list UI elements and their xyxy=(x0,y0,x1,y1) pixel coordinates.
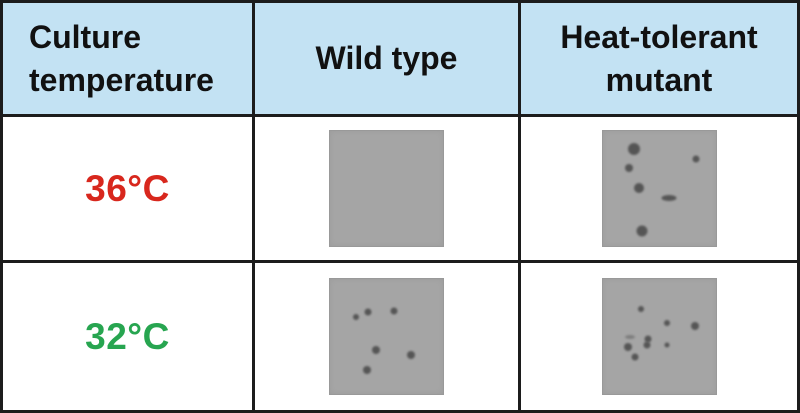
colony-spot xyxy=(633,183,644,193)
colony-spot xyxy=(692,155,699,163)
colony-spot xyxy=(643,341,650,349)
cell-temperature-32c: 32°C xyxy=(3,263,252,410)
colony-spot xyxy=(663,320,670,326)
cell-mutant-32c xyxy=(521,263,797,410)
colony-spot xyxy=(624,164,633,172)
colony-spot xyxy=(661,195,676,201)
colony-spot xyxy=(690,322,699,330)
colony-spot xyxy=(664,342,669,348)
plate-image-wild-type-32c xyxy=(329,278,444,395)
plate-image-mutant-32c xyxy=(601,278,717,395)
colony-spot xyxy=(363,366,371,374)
plate-image-mutant-36c xyxy=(601,130,717,247)
colony-spot xyxy=(623,343,632,351)
header-cell-culture-temperature: Culture temperature xyxy=(3,3,252,114)
colony-spot xyxy=(353,314,359,320)
colony-spot xyxy=(627,143,640,155)
cell-wild-36c xyxy=(255,117,518,260)
header-cell-heat-tolerant-mutant: Heat-tolerant mutant xyxy=(521,3,797,114)
colony-spot xyxy=(644,335,651,343)
header-cell-wild-type: Wild type xyxy=(255,3,518,114)
cell-mutant-36c xyxy=(521,117,797,260)
colony-spot xyxy=(407,351,415,359)
colony-spot xyxy=(390,307,398,315)
temperature-32c-label: 32°C xyxy=(85,315,170,357)
colony-spot xyxy=(364,308,372,316)
colony-spot xyxy=(631,353,638,361)
plate-image-wild-type-36c xyxy=(329,130,444,247)
colony-spot xyxy=(637,306,644,312)
cell-temperature-36c: 36°C xyxy=(3,117,252,260)
colony-spot xyxy=(636,225,647,237)
temperature-36c-label: 36°C xyxy=(85,167,170,209)
cell-wild-32c xyxy=(255,263,518,410)
colony-spot xyxy=(372,346,380,354)
colony-spot xyxy=(624,335,635,339)
